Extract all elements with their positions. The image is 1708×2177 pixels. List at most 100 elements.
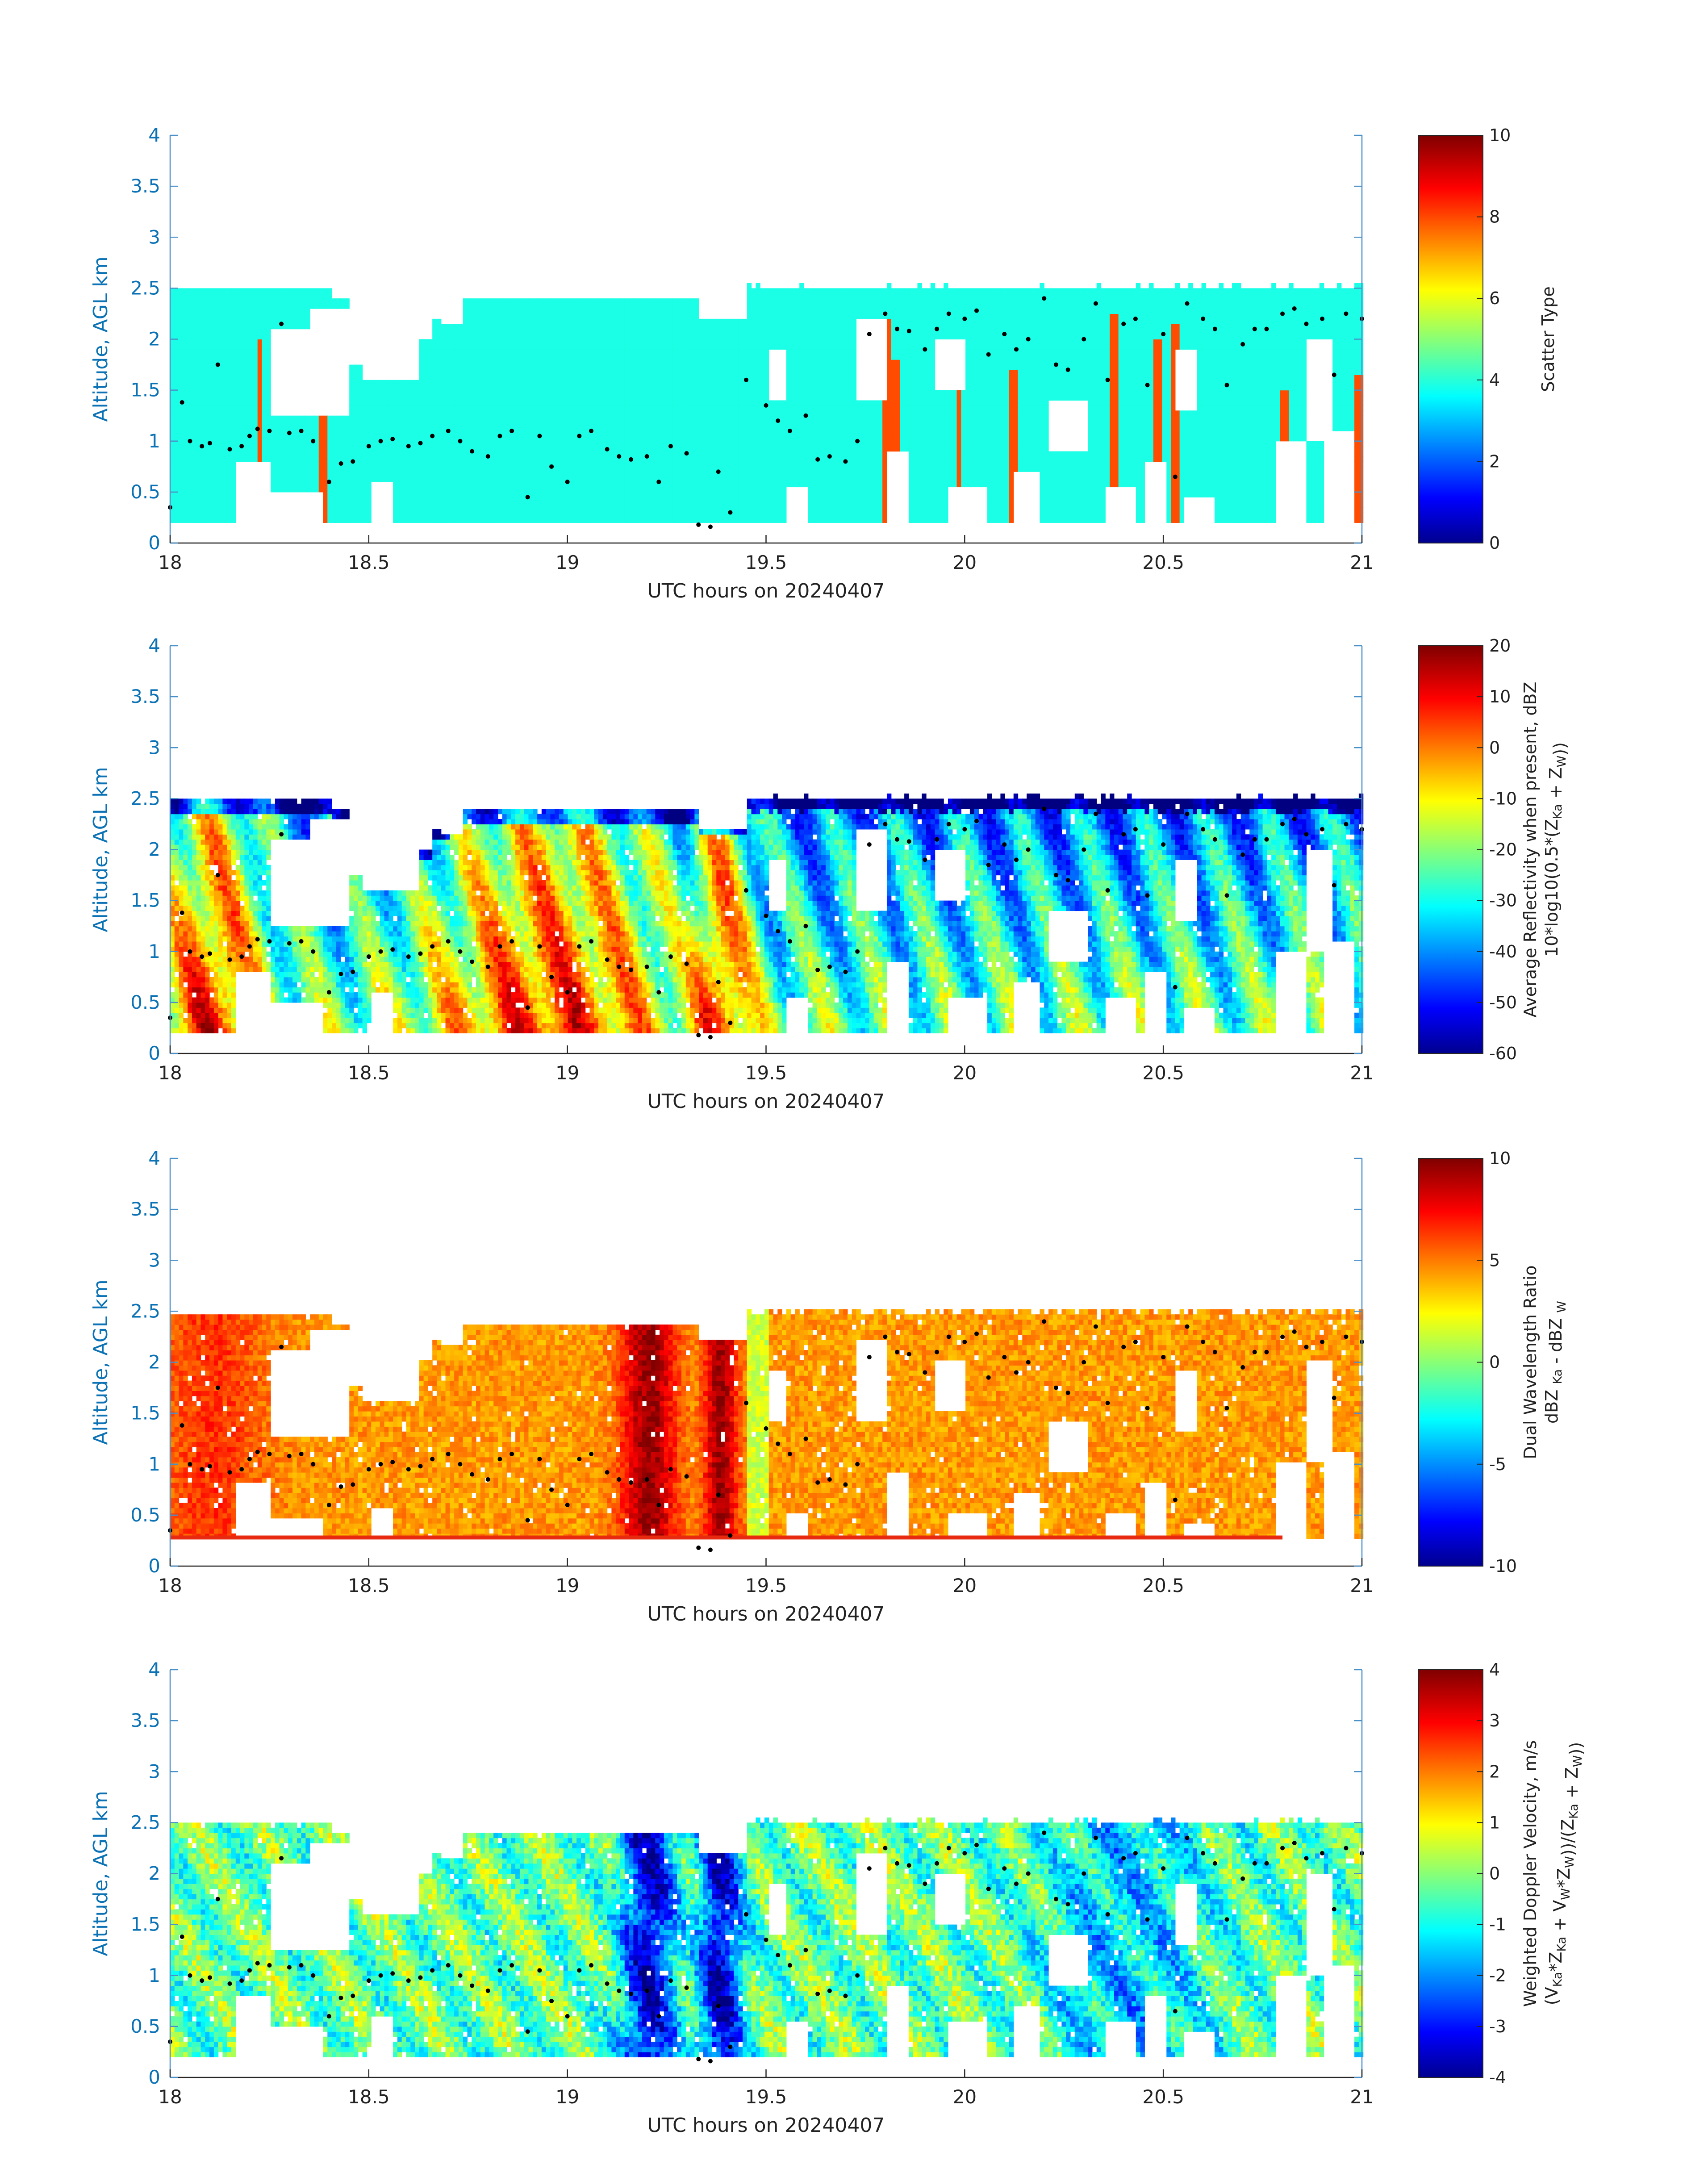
heatmap-cell [235, 344, 241, 350]
heatmap-cell [563, 497, 568, 503]
heatmap-cell [651, 426, 656, 431]
heatmap-cell [218, 329, 223, 334]
heatmap-cell [497, 339, 503, 345]
heatmap-cell [489, 334, 494, 340]
heatmap-cell [528, 400, 533, 406]
heatmap-cell [406, 410, 411, 416]
heatmap-cell [734, 339, 739, 345]
heatmap-cell [685, 461, 691, 467]
heatmap-cell [725, 329, 730, 334]
heatmap-cell [345, 451, 350, 457]
heatmap-cell [546, 441, 551, 447]
heatmap-cell [607, 476, 612, 482]
heatmap-cell [555, 502, 560, 508]
heatmap-cell [642, 324, 647, 330]
heatmap-cell [576, 446, 581, 452]
heatmap-cell [506, 349, 511, 355]
heatmap-cell [734, 441, 739, 447]
heatmap-cell [528, 451, 533, 457]
heatmap-cell [707, 334, 713, 340]
heatmap-cell [244, 410, 249, 416]
heatmap-cell [694, 451, 699, 457]
heatmap-cell [493, 349, 498, 355]
heatmap-cell [450, 380, 455, 385]
heatmap-cell [463, 344, 468, 350]
heatmap-cell [515, 303, 520, 309]
heatmap-cell [694, 415, 699, 421]
heatmap-cell [660, 487, 664, 493]
heatmap-cell [629, 466, 634, 472]
heatmap-cell [227, 359, 232, 365]
heatmap-cell [288, 476, 293, 482]
heatmap-cell [655, 354, 660, 360]
heatmap-cell [537, 339, 542, 345]
heatmap-cell [192, 421, 197, 426]
heatmap-cell [279, 415, 284, 421]
heatmap-cell [318, 421, 324, 426]
heatmap-cell [174, 318, 180, 324]
heatmap-cell [183, 446, 188, 452]
heatmap-cell [685, 512, 691, 518]
heatmap-cell [288, 451, 293, 457]
heatmap-cell [677, 364, 682, 370]
heatmap-cell [253, 303, 258, 309]
heatmap-cell [432, 334, 437, 340]
heatmap-cell [559, 318, 564, 324]
heatmap-cell [502, 329, 507, 334]
heatmap-cell [445, 446, 450, 452]
heatmap-cell [506, 339, 511, 345]
heatmap-cell [620, 492, 625, 497]
heatmap-cell [563, 380, 568, 385]
heatmap-cell [196, 482, 201, 488]
heatmap-cell [436, 487, 442, 493]
heatmap-cell [651, 349, 656, 355]
heatmap-cell [476, 507, 481, 513]
heatmap-cell [257, 390, 263, 396]
heatmap-cell [222, 339, 227, 345]
heatmap-cell [638, 507, 643, 513]
heatmap-cell [546, 415, 551, 421]
heatmap-cell [170, 369, 175, 375]
heatmap-cell [358, 472, 363, 477]
heatmap-cell [375, 430, 380, 436]
heatmap-cell [611, 446, 616, 452]
heatmap-cell [415, 512, 420, 518]
heatmap-cell [511, 298, 516, 304]
heatmap-cell [638, 410, 643, 416]
heatmap-cell [568, 364, 572, 370]
heatmap-cell [375, 456, 380, 462]
heatmap-cell [188, 293, 192, 299]
heatmap-cell [716, 410, 721, 416]
heatmap-cell [200, 334, 205, 340]
heatmap-cell [541, 410, 547, 416]
heatmap-cell [174, 354, 180, 360]
heatmap-cell [568, 451, 572, 457]
heatmap-cell [585, 359, 590, 365]
heatmap-cell [607, 512, 612, 518]
heatmap-cell [301, 288, 306, 294]
heatmap-cell [362, 446, 367, 452]
heatmap-cell [174, 385, 180, 391]
heatmap-cell [266, 359, 271, 365]
heatmap-cell [716, 461, 721, 467]
heatmap-cell [192, 293, 197, 299]
heatmap-cell [594, 410, 599, 416]
heatmap-cell [218, 441, 223, 447]
heatmap-cell [681, 492, 686, 497]
heatmap-cell [533, 476, 538, 482]
heatmap-cell [580, 324, 586, 330]
heatmap-cell [555, 421, 560, 426]
heatmap-cell [721, 472, 726, 477]
heatmap-cell [179, 421, 184, 426]
heatmap-cell [367, 426, 372, 431]
heatmap-cell [598, 364, 603, 370]
heatmap-cell [633, 476, 638, 482]
heatmap-cell [257, 349, 263, 355]
heatmap-cell [192, 410, 197, 416]
heatmap-cell [620, 426, 625, 431]
heatmap-cell [537, 324, 542, 330]
heatmap-cell [358, 415, 363, 421]
heatmap-cell [734, 415, 739, 421]
heatmap-cell [699, 349, 704, 355]
heatmap-cell [672, 512, 677, 518]
